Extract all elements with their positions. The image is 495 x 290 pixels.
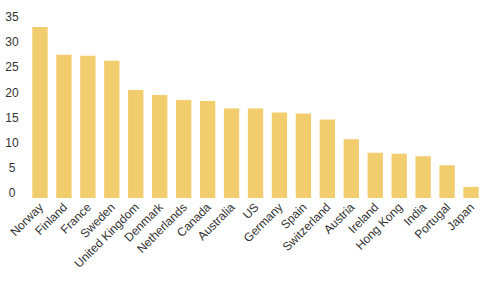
bar [392, 154, 407, 198]
bar [344, 139, 359, 198]
bar [248, 108, 263, 198]
y-tick-label: 0 [9, 186, 16, 200]
bar [32, 27, 47, 198]
bar [439, 165, 454, 198]
bar [104, 61, 119, 198]
bar [296, 114, 311, 198]
y-tick-label: 5 [9, 161, 16, 175]
bar [80, 56, 95, 198]
bar [415, 156, 430, 198]
y-tick-label: 20 [5, 86, 19, 100]
bar [128, 90, 143, 198]
y-axis: 0 5 10 15 20 25 30 35 [5, 10, 19, 200]
y-tick-label: 35 [5, 10, 19, 24]
x-tick-label: Hong Kong [353, 200, 405, 252]
x-axis: NorwayFinlandFranceSwedenUnited KingdomD… [7, 200, 477, 271]
bar [152, 95, 167, 198]
bar [200, 101, 215, 198]
bar [463, 187, 478, 198]
bar [320, 120, 335, 198]
y-tick-label: 25 [5, 60, 19, 74]
chart-svg: 0 5 10 15 20 25 30 35 NorwayFinlandFranceSwedenU… [0, 0, 495, 290]
x-tick-label: Japan [444, 200, 477, 233]
bar [176, 100, 191, 198]
y-tick-label: 15 [5, 111, 19, 125]
x-tick-label: Australia [195, 200, 238, 243]
bar [272, 113, 287, 198]
y-tick-label: 10 [5, 136, 19, 150]
bar [56, 55, 71, 198]
bar [368, 153, 383, 198]
bars [32, 27, 478, 198]
y-tick-label: 30 [5, 35, 19, 49]
chart-container: 0 5 10 15 20 25 30 35 NorwayFinlandFranceSwedenU… [0, 0, 495, 290]
bar [224, 108, 239, 198]
